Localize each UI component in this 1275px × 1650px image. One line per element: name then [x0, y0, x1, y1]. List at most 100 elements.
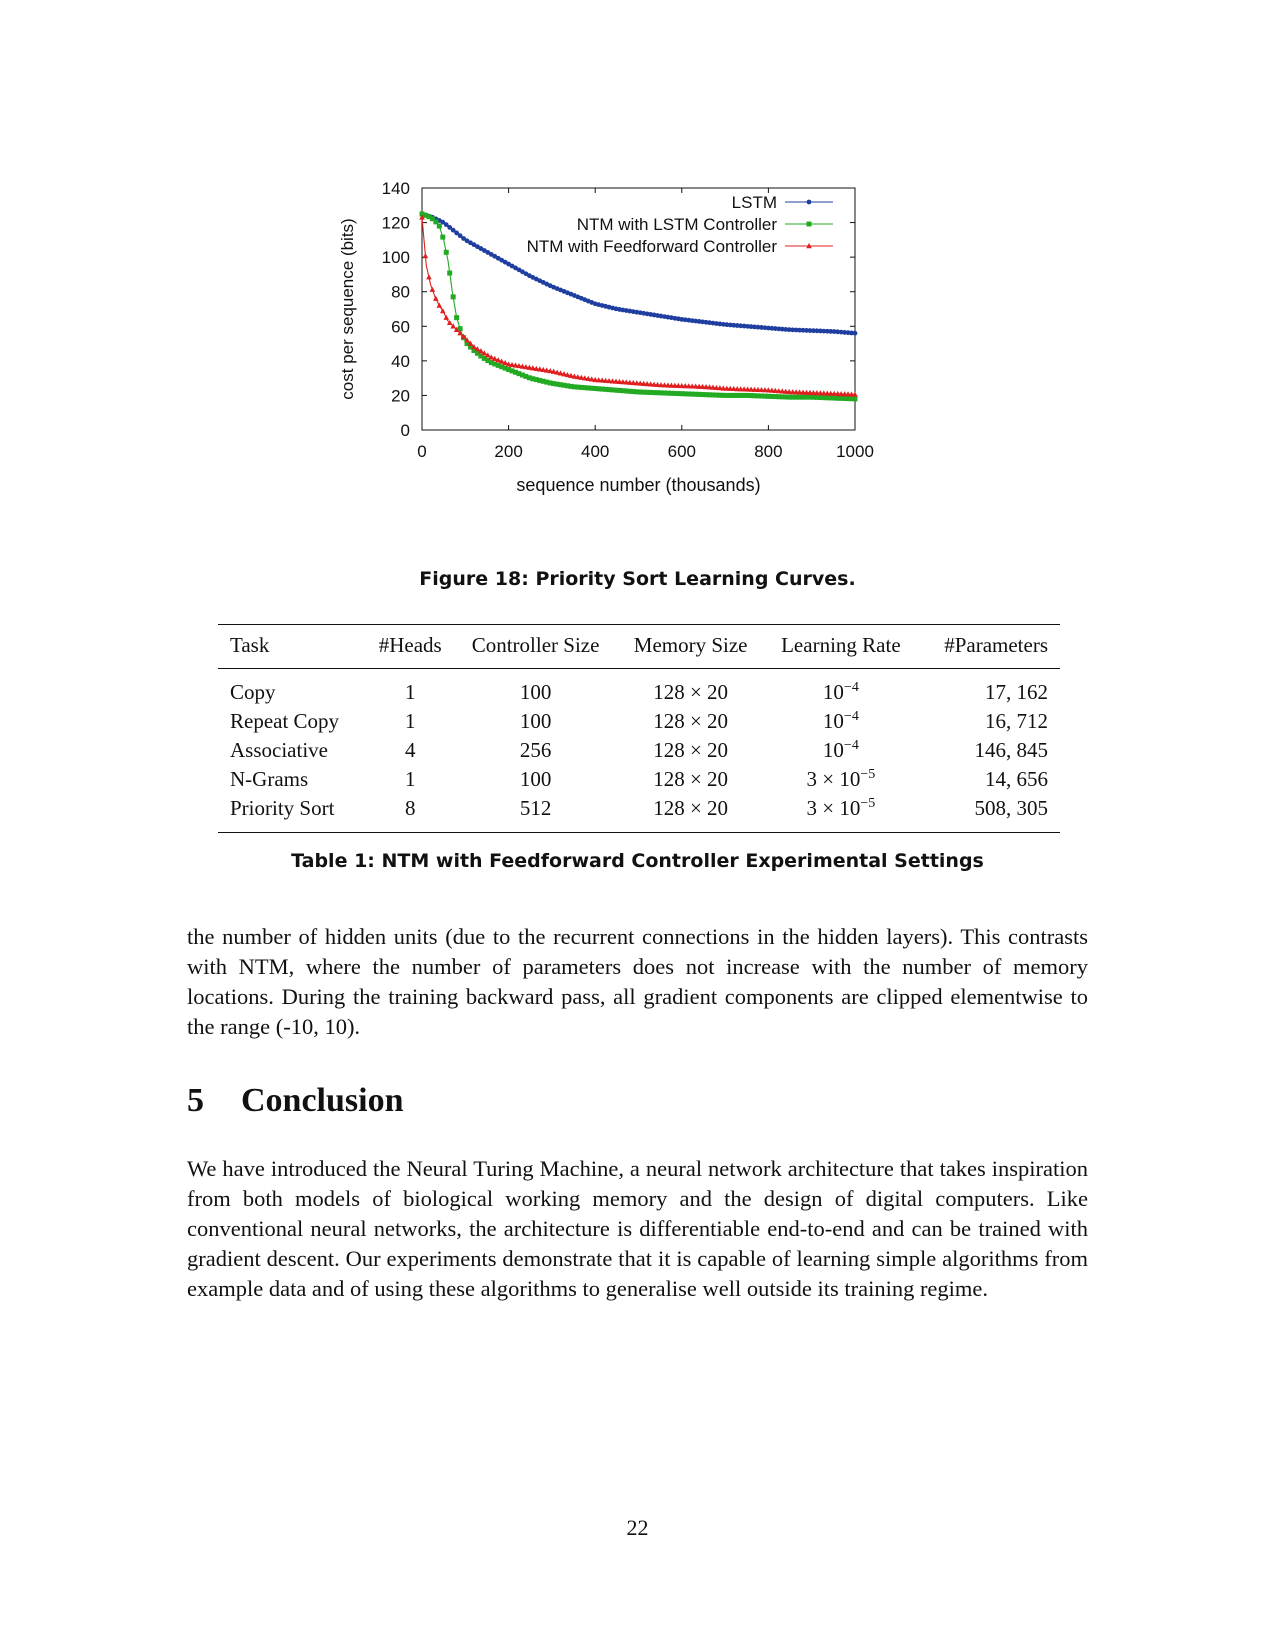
series-2-point — [481, 355, 487, 361]
series-3-point — [536, 366, 543, 372]
series-3-point — [633, 380, 640, 386]
cell-parameters: 508, 305 — [974, 796, 1049, 820]
cell-heads: 1 — [404, 709, 416, 733]
series-3-point — [737, 386, 744, 392]
series-3-point — [769, 387, 775, 393]
series-2-point — [696, 391, 702, 397]
series-3-point — [471, 344, 477, 350]
series-3-point — [588, 376, 595, 382]
series-3-point — [692, 383, 699, 389]
series-2-point — [779, 394, 785, 400]
series-1-point — [811, 328, 816, 334]
series-2-point — [530, 376, 536, 382]
series-3-point — [800, 389, 806, 395]
cell-task: N-Grams — [230, 767, 309, 791]
series-3-point — [533, 365, 540, 371]
series-2-point — [575, 384, 581, 390]
x-axis-label: sequence number (thousands) — [516, 475, 760, 495]
series-2-point — [686, 391, 692, 397]
series-3-point — [512, 362, 519, 368]
series-1-point — [835, 329, 841, 335]
series-3-point — [775, 388, 782, 394]
series-3-point — [672, 382, 678, 388]
y-tick-label: 60 — [391, 317, 410, 336]
series-2-point — [478, 353, 484, 359]
table-header-row: Task #Heads Controller Size Memory Size … — [218, 624, 1060, 669]
header-learning-rate: Learning Rate — [781, 633, 901, 657]
series-2-point — [533, 377, 539, 383]
series-2-point — [613, 387, 619, 393]
series-3-point — [613, 378, 619, 384]
series-3-point — [699, 383, 706, 389]
series-1-point — [824, 328, 830, 334]
series-3-point — [602, 377, 609, 383]
series-2-point — [682, 391, 688, 397]
series-3-point — [453, 326, 460, 332]
series-3-point — [779, 388, 786, 394]
series-2-point — [672, 390, 678, 396]
legend-marker — [806, 221, 812, 227]
series-3-point — [744, 386, 751, 392]
series-2-point — [852, 396, 858, 402]
series-3-point — [821, 390, 827, 396]
series-1-point — [738, 323, 744, 329]
series-3-point — [748, 386, 754, 392]
series-3-point — [827, 390, 834, 396]
cell-controller-size: 100 — [519, 709, 552, 733]
table-row: Copy 1 100 128 × 20 10−4 17, 162 — [218, 669, 1060, 708]
series-2-point — [606, 387, 612, 393]
series-3-point — [582, 375, 588, 381]
series-1-point — [800, 327, 806, 333]
cell-learning-rate: 3 × 10−5 — [764, 794, 918, 833]
series-2-point — [603, 386, 609, 392]
series-2-point — [454, 315, 460, 321]
series-2-point — [499, 364, 505, 370]
series-2-point — [637, 389, 643, 395]
series-3-point — [481, 350, 488, 356]
series-1-point — [817, 328, 823, 334]
series-3-point — [807, 389, 813, 395]
series-1-point — [779, 326, 785, 332]
series-1-point — [828, 328, 834, 334]
x-tick-label: 0 — [417, 442, 426, 461]
series-1-point — [724, 322, 730, 328]
series-1-point — [804, 327, 809, 333]
series-2-point — [422, 212, 428, 218]
series-3-point — [443, 314, 450, 320]
settings-table: Task #Heads Controller Size Memory Size … — [218, 624, 1060, 833]
cell-learning-rate: 10−4 — [764, 669, 918, 708]
lr-exponent: −5 — [860, 767, 876, 782]
series-3-point — [755, 386, 761, 393]
section-title: Conclusion — [241, 1082, 404, 1119]
series-3-point — [530, 365, 536, 371]
cell-memory-size: 128 × 20 — [653, 767, 729, 791]
series-3-point — [789, 389, 796, 395]
series-3-point — [436, 302, 443, 308]
series-2-point — [817, 395, 823, 401]
series-3-point — [814, 390, 820, 396]
series-2-point — [814, 394, 820, 400]
series-2-point — [765, 393, 771, 399]
series-2-point — [661, 390, 667, 396]
series-3-point — [467, 340, 474, 346]
cell-controller-size: 512 — [519, 796, 552, 820]
header-task: Task — [230, 633, 270, 657]
series-3-point — [595, 377, 602, 383]
series-1-point — [783, 326, 789, 332]
series-3-point — [606, 377, 612, 384]
series-1-point — [769, 325, 775, 331]
series-3-point — [717, 385, 723, 391]
legend-label: NTM with LSTM Controller — [577, 215, 778, 234]
series-2-point — [630, 389, 636, 395]
series-2-point — [693, 391, 699, 397]
series-2-point — [793, 394, 799, 400]
series-2-point — [426, 214, 432, 220]
header-parameters: #Parameters — [944, 633, 1048, 657]
series-2-point — [668, 390, 674, 396]
series-1-point — [786, 327, 792, 333]
series-3-point — [741, 386, 747, 392]
series-2-point — [526, 375, 532, 381]
series-1-point — [748, 324, 754, 330]
series-3-point — [834, 390, 841, 397]
series-2-point — [599, 386, 605, 392]
